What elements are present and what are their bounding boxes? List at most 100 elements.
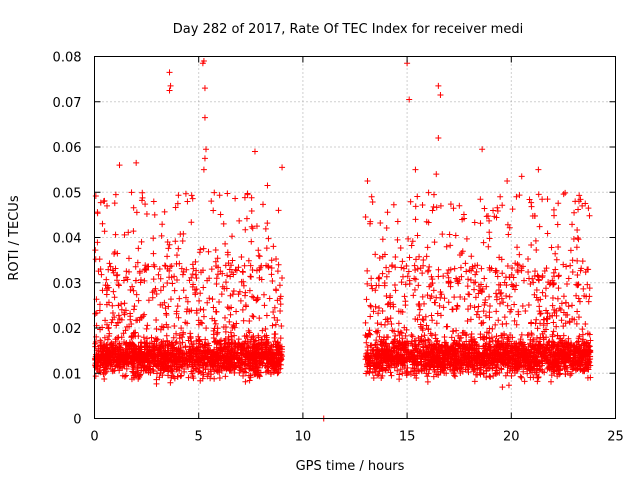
data-point xyxy=(258,262,265,269)
data-point xyxy=(256,274,263,281)
data-point xyxy=(167,296,174,303)
data-point xyxy=(447,242,454,249)
data-point xyxy=(573,320,580,327)
data-point xyxy=(125,255,132,262)
data-point xyxy=(265,347,272,354)
data-point xyxy=(92,310,99,317)
data-point xyxy=(218,362,225,369)
data-point xyxy=(435,266,442,273)
data-point xyxy=(586,212,593,219)
data-point xyxy=(396,376,403,383)
data-point xyxy=(133,291,140,298)
data-point xyxy=(176,367,183,374)
data-point xyxy=(240,269,247,276)
data-point xyxy=(110,267,117,274)
data-point xyxy=(241,194,248,201)
data-point xyxy=(150,198,157,205)
data-point xyxy=(253,223,260,230)
data-point xyxy=(496,300,503,307)
data-point xyxy=(441,295,448,302)
data-point xyxy=(379,236,386,243)
data-point xyxy=(105,325,112,332)
data-point xyxy=(212,246,219,253)
data-point xyxy=(229,233,236,240)
data-point xyxy=(149,356,156,363)
data-point xyxy=(270,308,277,315)
data-point xyxy=(135,333,142,340)
data-point xyxy=(426,263,433,270)
data-point xyxy=(170,334,177,341)
data-point xyxy=(531,273,538,280)
data-point xyxy=(412,216,419,223)
data-point xyxy=(228,262,235,269)
data-point xyxy=(192,271,199,278)
data-point xyxy=(197,246,204,253)
data-point xyxy=(197,290,204,297)
data-point xyxy=(94,354,101,361)
data-point xyxy=(134,259,141,266)
data-point xyxy=(483,213,490,220)
data-point xyxy=(152,285,159,292)
data-point xyxy=(118,300,125,307)
data-point xyxy=(535,166,542,173)
data-point xyxy=(249,225,256,232)
data-point xyxy=(429,317,436,324)
data-point xyxy=(480,239,487,246)
data-point xyxy=(240,372,247,379)
data-point xyxy=(415,366,422,373)
data-point xyxy=(508,372,515,379)
data-point xyxy=(144,359,151,366)
data-point xyxy=(277,352,284,359)
data-point xyxy=(179,339,186,346)
data-point xyxy=(363,339,370,346)
data-point xyxy=(412,203,419,210)
data-point xyxy=(268,343,275,350)
data-point xyxy=(103,291,110,298)
data-point xyxy=(385,268,392,275)
data-point xyxy=(136,345,143,352)
data-point xyxy=(576,298,583,305)
data-point xyxy=(422,313,429,320)
data-point xyxy=(513,193,520,200)
data-point xyxy=(575,295,582,302)
data-point xyxy=(504,369,511,376)
data-point xyxy=(156,266,163,273)
data-point xyxy=(165,372,172,379)
data-point xyxy=(558,317,565,324)
data-point xyxy=(248,194,255,201)
data-point xyxy=(221,314,228,321)
data-point xyxy=(189,346,196,353)
data-point xyxy=(166,69,173,76)
data-point xyxy=(136,372,143,379)
data-point xyxy=(208,266,215,273)
data-point xyxy=(100,198,107,205)
data-point xyxy=(206,342,213,349)
data-point xyxy=(105,324,112,331)
data-point xyxy=(160,283,167,290)
data-point xyxy=(172,204,179,211)
data-point xyxy=(100,359,107,366)
data-point xyxy=(463,235,470,242)
data-point xyxy=(169,368,176,375)
data-point xyxy=(518,374,525,381)
data-point xyxy=(424,268,431,275)
data-point xyxy=(110,288,117,295)
data-point xyxy=(208,350,215,357)
data-point xyxy=(485,243,492,250)
data-point xyxy=(554,295,561,302)
data-point xyxy=(383,273,390,280)
data-point xyxy=(448,334,455,341)
data-point xyxy=(493,296,500,303)
data-point xyxy=(221,365,228,372)
data-point xyxy=(179,271,186,278)
data-point xyxy=(383,225,390,232)
data-point xyxy=(236,217,243,224)
data-point xyxy=(130,204,137,211)
data-point xyxy=(145,358,152,365)
data-point xyxy=(208,198,215,205)
data-point xyxy=(384,318,391,325)
data-point xyxy=(482,296,489,303)
data-point xyxy=(481,205,488,212)
y-tick-label: 0.01 xyxy=(53,367,82,382)
data-point xyxy=(494,208,501,215)
